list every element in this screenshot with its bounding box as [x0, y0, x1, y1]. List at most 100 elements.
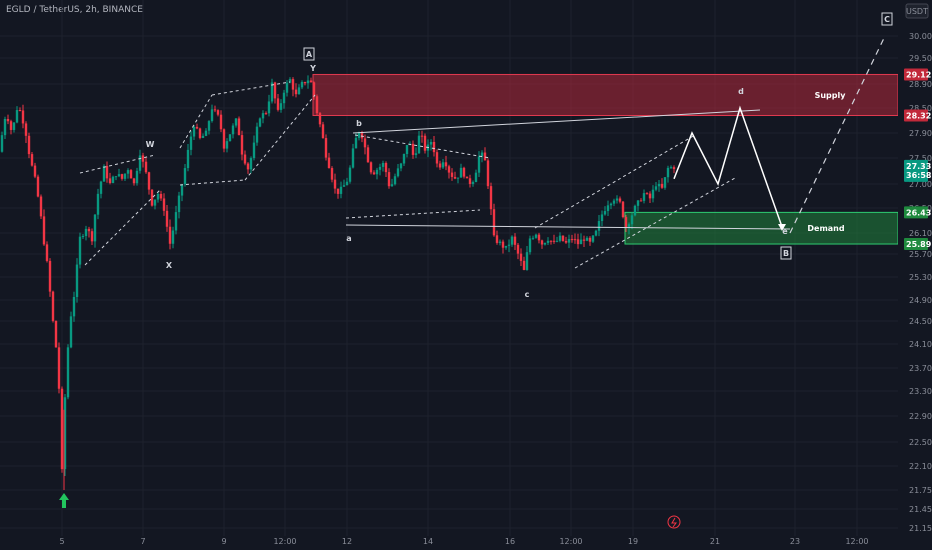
candle-body	[447, 166, 451, 173]
price-axis-label: 30.00	[909, 32, 932, 41]
price-axis-label: 25.30	[909, 273, 932, 282]
candle-body	[591, 235, 595, 242]
candle-body	[327, 157, 331, 169]
candle-body	[231, 125, 235, 135]
demand-top-tag-bg	[904, 206, 928, 219]
boxed-label-frame	[303, 47, 315, 61]
candle-body	[324, 138, 328, 158]
candle-body	[72, 296, 76, 317]
supply-top-tag: 29.12	[906, 70, 931, 79]
candle-body	[273, 82, 277, 99]
supply-zone	[312, 73, 899, 116]
candle-body	[627, 224, 631, 228]
candle-body	[669, 167, 673, 169]
wave-label: a	[346, 234, 351, 243]
candle-body	[435, 152, 439, 164]
wave-label: W	[146, 140, 155, 149]
candle-body	[66, 347, 70, 398]
candle-body	[270, 82, 274, 102]
candle-body	[495, 235, 499, 243]
candle-body	[657, 183, 661, 187]
candle-body	[450, 172, 454, 177]
time-axis-label: 5	[59, 537, 64, 546]
projection-to-C	[789, 35, 886, 234]
candle-body	[348, 167, 352, 182]
candle-body	[528, 238, 532, 253]
candle-body	[99, 181, 103, 194]
candle-body	[255, 126, 259, 143]
candle-body	[492, 209, 496, 236]
candle-body	[15, 110, 19, 123]
price-axis[interactable]: 30.0029.5028.9028.5027.9027.5027.0026.50…	[898, 0, 932, 550]
candle-body	[402, 153, 406, 164]
candle-body	[279, 103, 283, 110]
candle-body	[585, 237, 589, 241]
candle-body	[285, 82, 289, 93]
candle-body	[165, 210, 169, 227]
candle-body	[393, 176, 397, 185]
candle-body	[297, 87, 301, 95]
candle-body	[429, 141, 433, 145]
candle-body	[57, 347, 61, 389]
candle-body	[537, 234, 541, 241]
candle-body	[198, 128, 202, 138]
candle-body	[123, 173, 127, 179]
candle-body	[444, 162, 448, 167]
candle-body	[588, 237, 592, 242]
candle-body	[378, 166, 382, 170]
candle-body	[672, 167, 676, 170]
candle-body	[366, 147, 370, 163]
wave-label: d	[738, 87, 744, 96]
candle-body	[303, 81, 307, 84]
candle-body	[360, 132, 364, 139]
candle-body	[549, 240, 553, 242]
candle-body	[48, 260, 52, 292]
price-axis-label: 22.50	[909, 438, 932, 447]
candle-body	[459, 167, 463, 178]
price-axis-label: 27.50	[909, 154, 932, 163]
candle-body	[96, 193, 100, 215]
time-axis-label: 12:00	[273, 537, 296, 546]
candle-body	[129, 170, 133, 179]
candle-body	[234, 118, 238, 126]
candle-body	[168, 226, 172, 244]
candle-body	[543, 242, 547, 245]
price-axis-label: 23.70	[909, 364, 932, 373]
candle-body	[474, 172, 478, 183]
price-axis-label: 26.10	[909, 229, 932, 238]
flash-icon[interactable]	[667, 515, 681, 529]
candle-body	[141, 155, 145, 162]
candle-body	[42, 216, 46, 245]
candle-body	[594, 230, 598, 236]
candle-body	[207, 121, 211, 131]
x-y-upper-2	[211, 81, 291, 96]
price-axis-label: 28.50	[909, 104, 932, 113]
candle-body	[84, 228, 88, 236]
chart-title: EGLD / TetherUS, 2h, BINANCE	[6, 5, 143, 15]
a-e-line	[345, 224, 791, 230]
time-axis-label: 12:00	[559, 537, 582, 546]
candle-body	[477, 156, 481, 173]
time-axis[interactable]: 5 7 9 12:00 12 14 16 12:00 19 21 23 12:00	[59, 537, 868, 546]
wave-label: Y	[309, 64, 316, 73]
candle-body	[309, 80, 313, 83]
candle-body	[531, 237, 535, 239]
candle-body	[432, 141, 436, 153]
time-axis-label: 12	[342, 537, 352, 546]
candle-body	[315, 96, 319, 114]
candle-body	[645, 193, 649, 195]
zones: Supply Demand	[312, 73, 899, 245]
candle-body	[81, 235, 85, 237]
candle-body	[615, 198, 619, 201]
candle-body	[291, 79, 295, 90]
price-axis-label: 21.45	[909, 505, 932, 514]
candle-body	[501, 241, 505, 248]
candle-body	[252, 142, 256, 159]
currency-button[interactable]	[905, 3, 929, 19]
candle-body	[372, 172, 376, 175]
candle-body	[462, 167, 466, 177]
candle-body	[204, 130, 208, 136]
candle-body	[159, 193, 163, 199]
candle-body	[195, 126, 199, 129]
